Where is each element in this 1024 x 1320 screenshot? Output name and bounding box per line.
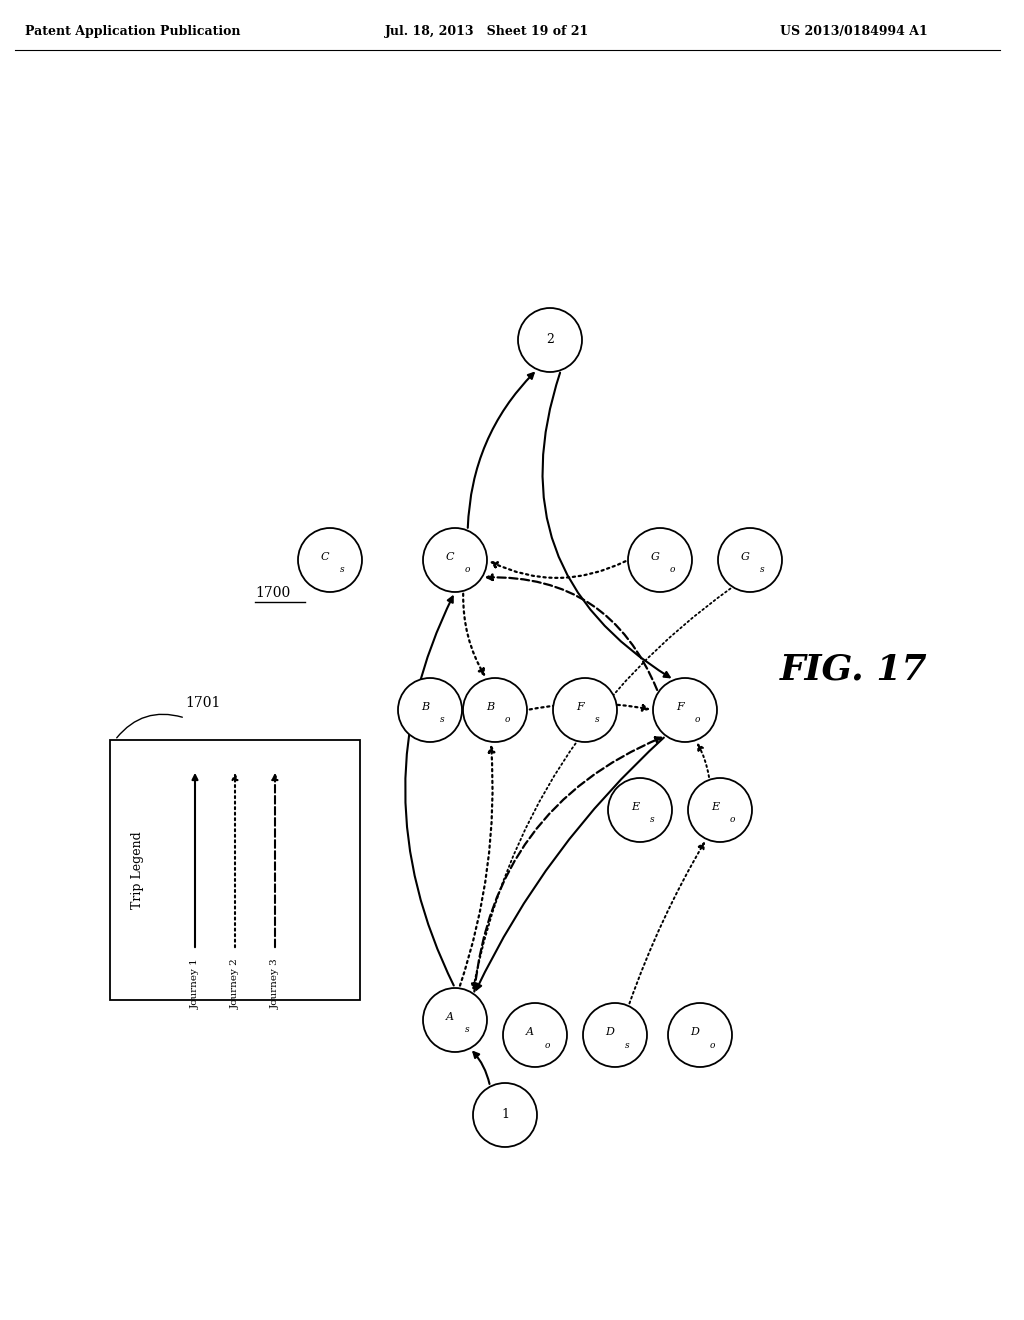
Text: o: o [545, 1040, 550, 1049]
Circle shape [473, 1082, 537, 1147]
FancyArrowPatch shape [272, 775, 278, 948]
Text: D: D [605, 1027, 614, 1038]
Text: s: s [465, 1026, 469, 1035]
FancyArrowPatch shape [193, 775, 198, 948]
FancyArrowPatch shape [473, 1052, 489, 1084]
Text: s: s [760, 565, 764, 574]
Text: o: o [504, 715, 510, 725]
FancyArrowPatch shape [487, 574, 657, 690]
FancyArrowPatch shape [463, 594, 484, 675]
Text: E: E [631, 803, 639, 812]
Text: B: B [421, 702, 429, 711]
Circle shape [398, 678, 462, 742]
FancyArrowPatch shape [471, 589, 730, 989]
Text: C: C [445, 552, 455, 562]
Text: E: E [711, 803, 719, 812]
Text: 1701: 1701 [185, 696, 220, 710]
FancyArrowPatch shape [630, 843, 703, 1003]
Text: 2: 2 [546, 334, 554, 346]
Text: o: o [670, 565, 675, 574]
Text: G: G [740, 552, 750, 562]
Text: A: A [526, 1027, 534, 1038]
Text: Patent Application Publication: Patent Application Publication [25, 25, 241, 38]
Circle shape [423, 987, 487, 1052]
Circle shape [608, 777, 672, 842]
Circle shape [503, 1003, 567, 1067]
Circle shape [583, 1003, 647, 1067]
FancyArrowPatch shape [529, 704, 648, 710]
Text: o: o [710, 1040, 715, 1049]
Text: o: o [694, 715, 699, 725]
Text: s: s [649, 816, 654, 825]
Circle shape [628, 528, 692, 591]
Text: FIG. 17: FIG. 17 [780, 653, 928, 686]
Circle shape [518, 308, 582, 372]
Text: Trip Legend: Trip Legend [131, 832, 144, 909]
FancyArrowPatch shape [698, 744, 709, 777]
FancyArrowPatch shape [476, 738, 664, 990]
FancyArrowPatch shape [474, 738, 662, 991]
FancyArrowPatch shape [232, 775, 238, 948]
Circle shape [668, 1003, 732, 1067]
Circle shape [298, 528, 362, 591]
Text: F: F [676, 702, 684, 711]
Text: B: B [486, 702, 494, 711]
Text: G: G [650, 552, 659, 562]
Circle shape [463, 678, 527, 742]
Circle shape [553, 678, 617, 742]
FancyArrowPatch shape [468, 374, 534, 528]
Text: F: F [577, 702, 584, 711]
Text: o: o [729, 816, 734, 825]
Text: US 2013/0184994 A1: US 2013/0184994 A1 [780, 25, 928, 38]
Text: s: s [595, 715, 599, 725]
FancyArrowPatch shape [492, 561, 626, 578]
Circle shape [688, 777, 752, 842]
FancyArrowPatch shape [460, 747, 495, 986]
Text: D: D [690, 1027, 699, 1038]
Text: Jul. 18, 2013   Sheet 19 of 21: Jul. 18, 2013 Sheet 19 of 21 [385, 25, 589, 38]
Text: 1: 1 [501, 1109, 509, 1122]
Circle shape [653, 678, 717, 742]
Circle shape [718, 528, 782, 591]
Text: Journey 1: Journey 1 [190, 958, 200, 1008]
Text: A: A [446, 1012, 454, 1022]
Text: Journey 2: Journey 2 [230, 958, 240, 1008]
Text: o: o [464, 565, 470, 574]
FancyBboxPatch shape [110, 741, 360, 1001]
Text: s: s [625, 1040, 630, 1049]
Text: s: s [340, 565, 344, 574]
FancyArrowPatch shape [406, 597, 454, 986]
Text: 1700: 1700 [255, 586, 290, 601]
Circle shape [423, 528, 487, 591]
Text: Journey 3: Journey 3 [270, 958, 280, 1008]
Text: s: s [439, 715, 444, 725]
FancyArrowPatch shape [543, 372, 670, 677]
Text: C: C [321, 552, 330, 562]
